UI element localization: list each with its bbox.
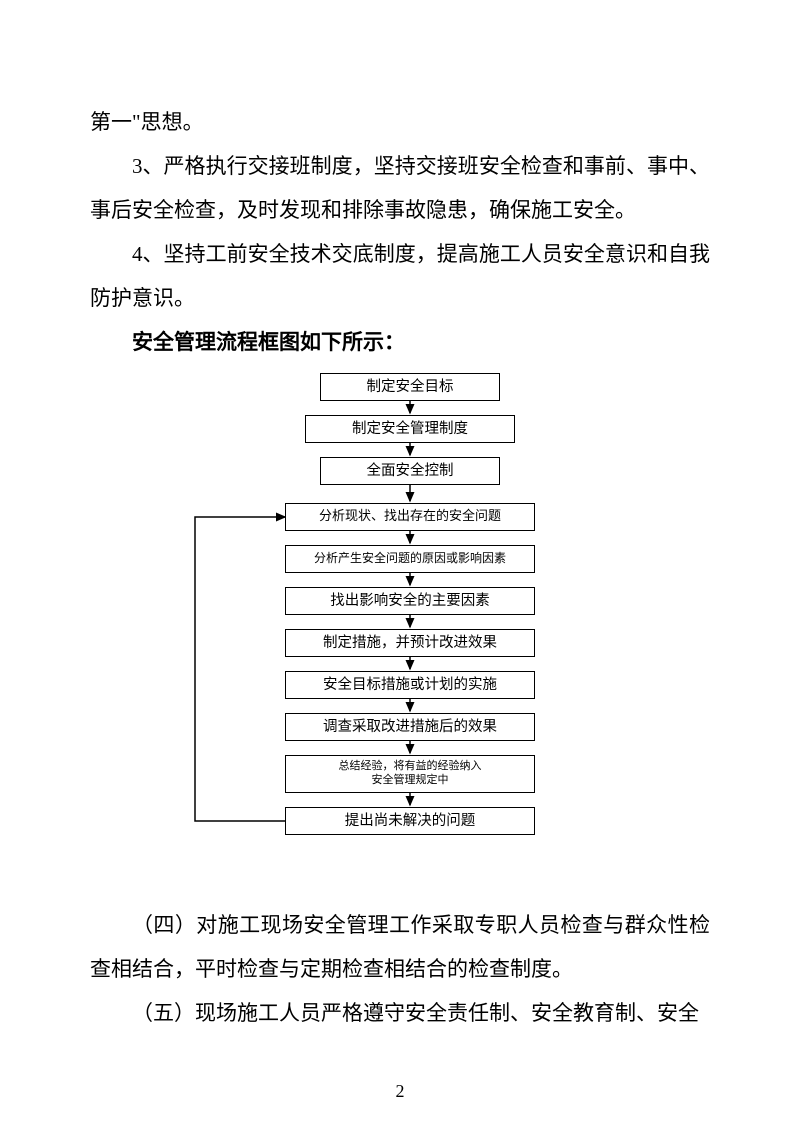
paragraph-4-heading: 安全管理流程框图如下所示：: [90, 320, 710, 364]
paragraph-1: 第一"思想。: [90, 100, 710, 144]
flow-node-n8: 安全目标措施或计划的实施: [285, 671, 535, 699]
flow-node-n6: 找出影响安全的主要因素: [285, 587, 535, 615]
flow-node-n2: 制定安全管理制度: [305, 415, 515, 443]
flow-node-n7: 制定措施，并预计改进效果: [285, 629, 535, 657]
document-page: 第一"思想。 3、严格执行交接班制度，坚持交接班安全检查和事前、事中、事后安全检…: [0, 0, 800, 1132]
paragraph-6: （五）现场施工人员严格遵守安全责任制、安全教育制、安全: [90, 991, 710, 1035]
paragraph-5: （四）对施工现场安全管理工作采取专职人员检查与群众性检查相结合，平时检查与定期检…: [90, 903, 710, 991]
page-number: 2: [0, 1081, 800, 1102]
flow-node-n5: 分析产生安全问题的原因或影响因素: [285, 545, 535, 573]
paragraph-3: 4、坚持工前安全技术交底制度，提高施工人员安全意识和自我防护意识。: [90, 232, 710, 320]
flow-node-n4: 分析现状、找出存在的安全问题: [285, 503, 535, 531]
flow-node-n11: 提出尚未解决的问题: [285, 807, 535, 835]
flow-node-n3: 全面安全控制: [320, 457, 500, 485]
paragraph-2: 3、严格执行交接班制度，坚持交接班安全检查和事前、事中、事后安全检查，及时发现和…: [90, 144, 710, 232]
flow-node-n1: 制定安全目标: [320, 373, 500, 401]
flow-node-n10: 总结经验，将有益的经验纳入 安全管理规定中: [285, 755, 535, 793]
flow-node-n9: 调查采取改进措施后的效果: [285, 713, 535, 741]
flowchart: 制定安全目标制定安全管理制度全面安全控制分析现状、找出存在的安全问题分析产生安全…: [90, 373, 710, 883]
